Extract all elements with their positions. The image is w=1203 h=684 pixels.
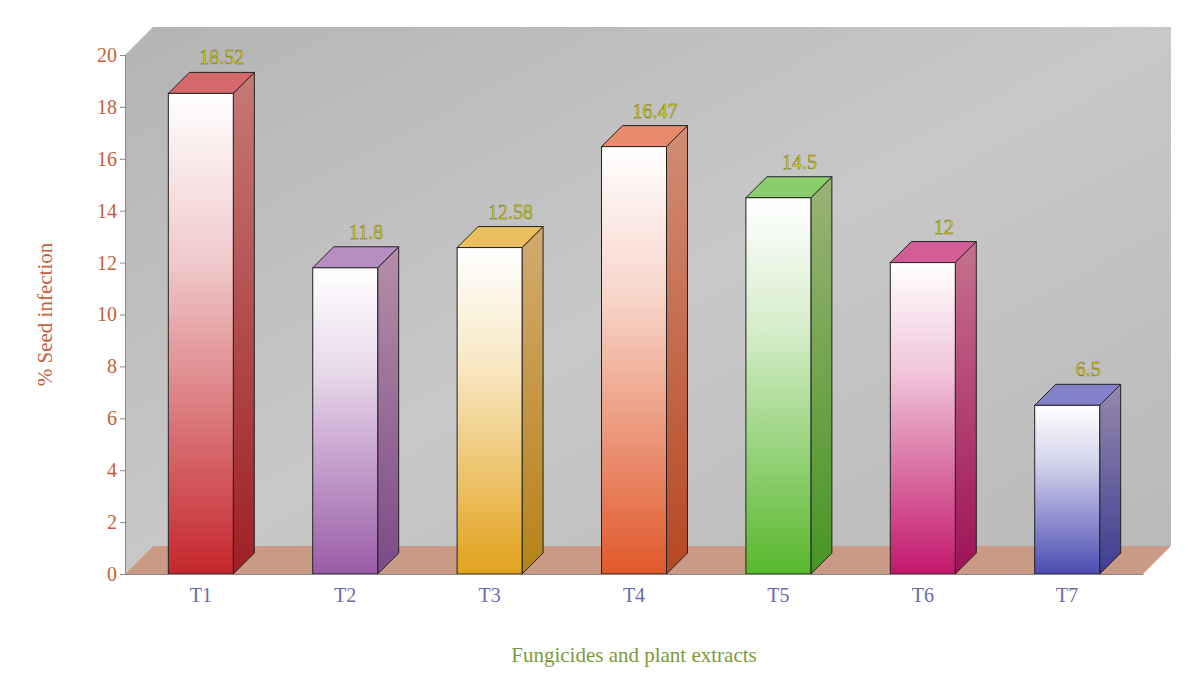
- bar-group: [746, 177, 832, 574]
- y-tick-label: 8: [107, 355, 117, 377]
- y-tick: 0: [107, 563, 125, 585]
- y-axis-line: [120, 56, 126, 575]
- bar-side: [378, 247, 399, 574]
- bar-top: [457, 227, 543, 248]
- y-axis-title: % Seed infection: [33, 242, 57, 386]
- bar-group: [168, 72, 254, 574]
- y-tick: 2: [107, 511, 125, 533]
- y-tick-mark: [120, 522, 125, 523]
- y-tick-mark: [120, 315, 125, 316]
- y-tick-mark: [120, 211, 125, 212]
- x-tick: T1: [190, 574, 212, 606]
- x-axis-line: [126, 574, 1144, 575]
- x-tick-label: T4: [623, 584, 645, 606]
- y-tick-label: 16: [97, 148, 117, 170]
- x-axis-title: Fungicides and plant extracts: [511, 643, 757, 667]
- y-tick-mark: [120, 107, 125, 108]
- bars: [168, 72, 1120, 574]
- y-tick: 6: [107, 407, 125, 429]
- bar-group: [890, 242, 976, 574]
- plot-background: [125, 27, 1171, 574]
- y-axis: 0 2 4 6 8 10 12 14 16 18 20: [97, 44, 126, 585]
- bar-top: [602, 126, 688, 147]
- data-label: 18.52: [199, 46, 244, 68]
- x-tick-label: T2: [334, 584, 356, 606]
- y-tick-label: 20: [97, 44, 117, 66]
- data-labels: 18.52 11.8 12.58 16.47 14.5 12 6.5: [199, 46, 1100, 380]
- y-tick: 18: [97, 96, 125, 118]
- bar: [890, 263, 955, 574]
- bar-top: [1035, 384, 1121, 405]
- x-tick-label: T6: [912, 584, 934, 606]
- data-label: 12: [934, 216, 954, 238]
- y-tick-label: 0: [107, 563, 117, 585]
- y-tick-mark: [120, 263, 125, 264]
- y-tick-label: 10: [97, 303, 117, 325]
- y-tick-label: 4: [107, 459, 117, 481]
- bar-top: [168, 72, 254, 93]
- x-tick-label: T7: [1056, 584, 1078, 606]
- y-tick: 20: [97, 44, 125, 66]
- data-label: 14.5: [782, 151, 817, 173]
- y-tick: 14: [97, 200, 125, 222]
- y-tick-mark: [120, 366, 125, 367]
- bar-side: [1100, 384, 1121, 574]
- x-tick: T6: [912, 574, 934, 606]
- bar-top: [746, 177, 832, 198]
- y-tick-label: 12: [97, 252, 117, 274]
- bar-side: [233, 72, 254, 574]
- y-tick-mark: [120, 159, 125, 160]
- bar-top: [313, 247, 399, 268]
- y-tick-mark: [120, 470, 125, 471]
- y-tick: 4: [107, 459, 125, 481]
- bar-group: [1035, 384, 1121, 574]
- y-tick-mark: [120, 55, 125, 56]
- data-label: 16.47: [633, 100, 678, 122]
- bar-side: [522, 227, 543, 574]
- y-tick: 16: [97, 148, 125, 170]
- x-tick: T7: [1056, 574, 1078, 606]
- bar-side: [811, 177, 832, 574]
- data-label: 11.8: [349, 221, 383, 243]
- bar: [602, 147, 667, 574]
- y-tick-label: 2: [107, 511, 117, 533]
- bar-group: [602, 126, 688, 574]
- chart: 18.52 11.8 12.58 16.47 14.5 12 6.5 0 2 4 6 8 10 12 14 1…: [0, 0, 1203, 684]
- bar: [457, 248, 522, 574]
- x-tick: T4: [623, 574, 645, 606]
- x-tick-label: T1: [190, 584, 212, 606]
- bar-side: [666, 126, 687, 574]
- x-tick: T3: [478, 574, 500, 606]
- x-tick: T5: [767, 574, 789, 606]
- y-tick-label: 18: [97, 96, 117, 118]
- y-tick-mark: [120, 574, 125, 575]
- y-tick: 12: [97, 252, 125, 274]
- bar-top: [890, 242, 976, 263]
- x-tick: T2: [334, 574, 356, 606]
- bar: [168, 93, 233, 574]
- y-tick-mark: [120, 418, 125, 419]
- bar-side: [955, 242, 976, 574]
- x-axis: T1 T2 T3 T4 T5 T6 T7: [126, 574, 1144, 606]
- y-tick: 10: [97, 303, 125, 325]
- data-label: 6.5: [1076, 358, 1101, 380]
- x-tick-label: T3: [478, 584, 500, 606]
- bar: [746, 198, 811, 574]
- y-tick-label: 6: [107, 407, 117, 429]
- bar: [1035, 405, 1100, 574]
- x-tick-label: T5: [767, 584, 789, 606]
- data-label: 12.58: [488, 201, 533, 223]
- y-tick-label: 14: [97, 200, 117, 222]
- bar-group: [313, 247, 399, 574]
- y-tick: 8: [107, 355, 125, 377]
- bar: [313, 268, 378, 574]
- bar-group: [457, 227, 543, 574]
